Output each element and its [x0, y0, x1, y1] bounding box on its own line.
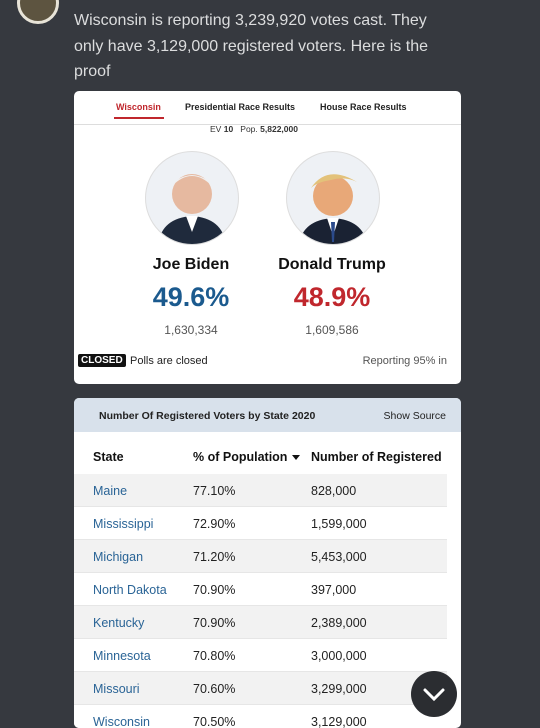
state-link[interactable]: Missouri [93, 682, 140, 696]
ev-line: EV 10 Pop. 5,822,000 [210, 124, 298, 134]
tab-underline [114, 117, 164, 119]
state-link[interactable]: Maine [93, 484, 128, 498]
tab[interactable]: Presidential Race Results [185, 102, 296, 112]
table-row: Kentucky 70.90% 2,389,000 [74, 606, 447, 639]
state-link[interactable]: North Dakota [93, 583, 167, 597]
table-row: Mississippi 72.90% 1,599,000 [74, 507, 447, 540]
results-card: Wisconsin Presidential Race Results Hous… [74, 91, 461, 384]
avatar[interactable] [17, 0, 59, 24]
candidate-percent: 49.6% [152, 282, 230, 312]
table-cell: 2,389,000 [311, 616, 367, 630]
table: State % of Population Number of Registere… [74, 438, 447, 728]
table-card-header [74, 398, 461, 432]
table-cell: 828,000 [311, 484, 357, 498]
state-link[interactable]: Minnesota [93, 649, 151, 663]
pop-value: 5,822,000 [260, 124, 298, 134]
candidate-percent: 48.9% [293, 282, 371, 312]
table-title: Number Of Registered Voters by State 202… [99, 410, 316, 422]
table-cell: 3,000,000 [311, 649, 367, 663]
table-cell: 70.90% [193, 583, 236, 597]
sort-icon[interactable] [291, 453, 301, 461]
table-cell: 72.90% [193, 517, 236, 531]
candidate-photo [286, 151, 380, 245]
candidate-votes: 1,630,334 [164, 323, 218, 337]
state-link[interactable]: Wisconsin [93, 715, 150, 728]
reporting-text: Reporting 95% in [362, 355, 447, 367]
table-cell: 71.20% [193, 550, 236, 564]
table-row: Minnesota 70.80% 3,000,000 [74, 639, 447, 672]
table-cell: 5,453,000 [311, 550, 367, 564]
column-header: Number of Registered [311, 450, 442, 464]
candidate-name: Donald Trump [278, 256, 386, 273]
table-row: Wisconsin 70.50% 3,129,000 [74, 705, 447, 728]
table-row: North Dakota 70.90% 397,000 [74, 573, 447, 606]
chevron-icon [423, 688, 445, 702]
table-cell: 1,599,000 [311, 517, 367, 531]
table-cell: 70.50% [193, 715, 236, 728]
table-cell: 397,000 [311, 583, 357, 597]
state-link[interactable]: Mississippi [93, 517, 154, 531]
status-text: Polls are closed [130, 355, 208, 367]
status-badge: CLOSED [78, 354, 126, 367]
state-link[interactable]: Kentucky [93, 616, 145, 630]
table-row: Michigan 71.20% 5,453,000 [74, 540, 447, 573]
column-header: State [93, 450, 124, 464]
show-source-link[interactable]: Show Source [383, 410, 446, 422]
portrait [158, 174, 226, 244]
column-header: % of Population [193, 450, 301, 464]
candidate-votes: 1,609,586 [305, 323, 359, 337]
candidate-name: Joe Biden [152, 256, 230, 273]
table-cell: 70.90% [193, 616, 236, 630]
state-link[interactable]: Michigan [93, 550, 144, 564]
table-cell: 3,129,000 [311, 715, 367, 728]
portrait [299, 174, 367, 244]
scroll-down-button[interactable] [411, 671, 457, 717]
divider [74, 124, 461, 125]
tab[interactable]: House Race Results [320, 102, 407, 112]
table-header-row: State % of Population Number of Registere… [74, 438, 447, 474]
ev-label: EV [210, 124, 222, 134]
candidate-photo [145, 151, 239, 245]
table-cell: 77.10% [193, 484, 236, 498]
table-cell: 3,299,000 [311, 682, 367, 696]
ev-value: 10 [223, 124, 234, 134]
pop-label: Pop. [240, 124, 258, 134]
table-row: Missouri 70.60% 3,299,000 [74, 672, 447, 705]
tab[interactable]: Wisconsin [116, 102, 161, 112]
table-row: Maine 77.10% 828,000 [74, 474, 447, 507]
table-cell: 70.60% [193, 682, 236, 696]
table-cell: 70.80% [193, 649, 236, 663]
table-card: Number Of Registered Voters by State 202… [74, 398, 461, 728]
post-text: Wisconsin is reporting 3,239,920 votes c… [74, 12, 428, 80]
